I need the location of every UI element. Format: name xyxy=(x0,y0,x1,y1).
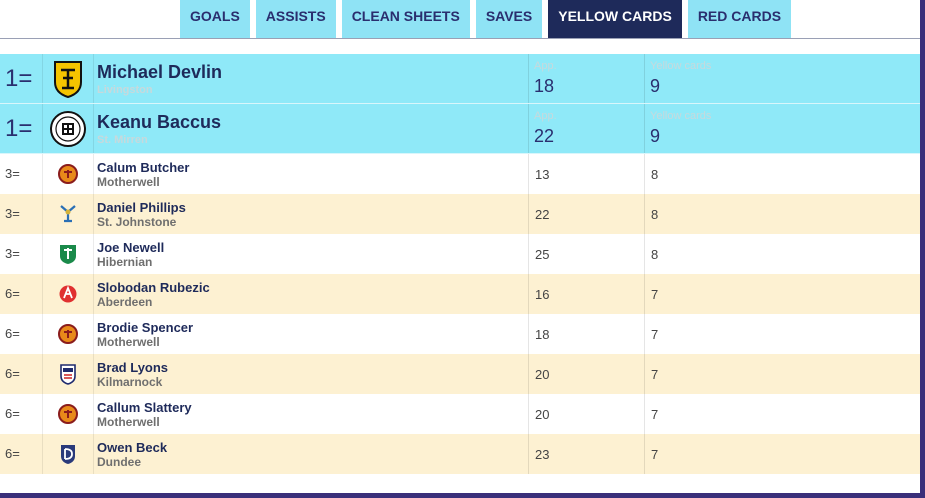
rank: 6= xyxy=(5,326,20,341)
club-name: Kilmarnock xyxy=(97,375,163,389)
motherwell-crest-icon xyxy=(42,314,94,354)
yellow-cards-value: 8 xyxy=(651,247,659,262)
player-name[interactable]: Joe Newell xyxy=(97,240,165,255)
rank: 3= xyxy=(5,246,20,261)
table-row[interactable]: 1= Keanu Baccus St. Mirren App. 22 Yel xyxy=(0,104,920,154)
apps-label: App. xyxy=(534,60,557,72)
yellow-cards-value: 8 xyxy=(651,167,659,182)
apps-value: 18 xyxy=(535,327,550,342)
kilmarnock-crest-icon xyxy=(42,354,94,394)
apps-value: 23 xyxy=(535,447,550,462)
player-name[interactable]: Michael Devlin xyxy=(97,62,223,82)
player-name[interactable]: Owen Beck xyxy=(97,440,168,455)
yellow-cards-value: 9 xyxy=(650,76,661,96)
club-name: St. Johnstone xyxy=(97,215,177,229)
club-name: Hibernian xyxy=(97,255,153,269)
yellow-cards-value: 8 xyxy=(651,207,659,222)
table-row[interactable]: 6= Owen Beck Dundee 23 7 xyxy=(0,434,920,474)
apps-value: 20 xyxy=(535,407,550,422)
yellow-cards-table: 1= Michael Devlin Livingston App. 18 Yel… xyxy=(0,54,920,474)
rank: 6= xyxy=(5,286,20,301)
tabs-divider xyxy=(0,38,920,39)
frame-right-border xyxy=(920,0,925,498)
yellow-cards-label: Yellow cards xyxy=(650,60,712,72)
apps-value: 20 xyxy=(535,367,550,382)
dundee-crest-icon xyxy=(42,434,94,474)
apps-value: 16 xyxy=(535,287,550,302)
yellow-cards-value: 7 xyxy=(651,447,659,462)
player-name[interactable]: Daniel Phillips xyxy=(97,200,186,215)
rank: 3= xyxy=(5,206,20,221)
motherwell-crest-icon xyxy=(42,154,94,194)
yellow-cards-value: 7 xyxy=(651,287,659,302)
st-mirren-crest-icon xyxy=(42,104,94,153)
tab-yellow-cards[interactable]: YELLOW CARDS xyxy=(548,0,682,38)
yellow-cards-value: 7 xyxy=(651,327,659,342)
tab-red-cards[interactable]: RED CARDS xyxy=(687,0,792,38)
apps-label: App. xyxy=(534,110,557,122)
st-johnstone-crest-icon xyxy=(42,194,94,234)
club-name: Motherwell xyxy=(97,415,160,429)
motherwell-crest-icon xyxy=(42,394,94,434)
apps-value: 25 xyxy=(535,247,550,262)
rank: 6= xyxy=(5,366,20,381)
table-row[interactable]: 3= Daniel Phillips St. Johnstone 22 8 xyxy=(0,194,920,234)
rank: 1= xyxy=(5,65,33,92)
table-row[interactable]: 6= Slobodan Rubezic Aberdeen 16 7 xyxy=(0,274,920,314)
tab-saves[interactable]: SAVES xyxy=(475,0,543,38)
player-name[interactable]: Callum Slattery xyxy=(97,400,192,415)
player-name[interactable]: Brodie Spencer xyxy=(97,320,194,335)
club-name: Dundee xyxy=(97,455,142,469)
club-name: Livingston xyxy=(97,84,153,96)
table-row[interactable]: 6= Brodie Spencer Motherwell 18 7 xyxy=(0,314,920,354)
player-name[interactable]: Keanu Baccus xyxy=(97,112,222,132)
player-name[interactable]: Slobodan Rubezic xyxy=(97,280,210,295)
yellow-cards-label: Yellow cards xyxy=(650,110,712,122)
player-name[interactable]: Calum Butcher xyxy=(97,160,190,175)
club-name: Motherwell xyxy=(97,335,160,349)
player-name[interactable]: Brad Lyons xyxy=(97,360,169,375)
rank: 1= xyxy=(5,115,33,142)
yellow-cards-value: 7 xyxy=(651,367,659,382)
yellow-cards-value: 7 xyxy=(651,407,659,422)
tab-goals[interactable]: GOALS xyxy=(180,0,250,38)
livingston-crest-icon xyxy=(42,54,94,103)
club-name: St. Mirren xyxy=(97,134,148,146)
hibernian-crest-icon xyxy=(42,234,94,274)
table-row[interactable]: 3= Joe Newell Hibernian 25 8 xyxy=(0,234,920,274)
apps-value: 22 xyxy=(535,207,550,222)
yellow-cards-value: 9 xyxy=(650,126,661,146)
table-row[interactable]: 1= Michael Devlin Livingston App. 18 Yel… xyxy=(0,54,920,104)
apps-value: 13 xyxy=(535,167,550,182)
frame-bottom-border xyxy=(0,493,925,498)
stat-category-tabs: GOALS ASSISTS CLEAN SHEETS SAVES YELLOW … xyxy=(180,0,792,38)
club-name: Aberdeen xyxy=(97,295,153,309)
apps-value: 22 xyxy=(534,126,555,146)
rank: 6= xyxy=(5,446,20,461)
apps-value: 18 xyxy=(534,76,555,96)
aberdeen-crest-icon xyxy=(42,274,94,314)
rank: 3= xyxy=(5,166,20,181)
club-name: Motherwell xyxy=(97,175,160,189)
table-row[interactable]: 6= Brad Lyons Kilmarnock 20 7 xyxy=(0,354,920,394)
table-row[interactable]: 3= Calum Butcher Motherwell 13 8 xyxy=(0,154,920,194)
tab-assists[interactable]: ASSISTS xyxy=(255,0,336,38)
tab-clean-sheets[interactable]: CLEAN SHEETS xyxy=(341,0,470,38)
rank: 6= xyxy=(5,406,20,421)
table-row[interactable]: 6= Callum Slattery Motherwell 20 7 xyxy=(0,394,920,434)
